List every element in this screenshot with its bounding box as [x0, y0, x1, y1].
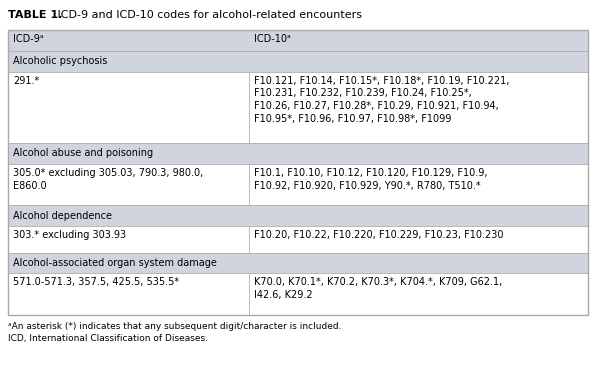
Text: F10.1, F10.10, F10.12, F10.120, F10.129, F10.9,
F10.92, F10.920, F10.929, Y90.*,: F10.1, F10.10, F10.12, F10.120, F10.129,… — [254, 168, 487, 191]
Bar — [8, 164, 249, 205]
Bar — [8, 274, 249, 315]
Bar — [8, 205, 588, 226]
Text: TABLE 1.: TABLE 1. — [8, 10, 63, 20]
Bar — [249, 71, 588, 143]
Bar — [8, 71, 249, 143]
Bar — [8, 253, 588, 274]
Text: Alcohol abuse and poisoning: Alcohol abuse and poisoning — [13, 149, 153, 158]
Text: ICD-9 and ICD-10 codes for alcohol-related encounters: ICD-9 and ICD-10 codes for alcohol-relat… — [54, 10, 362, 20]
Text: 303.* excluding 303.93: 303.* excluding 303.93 — [13, 230, 126, 240]
Text: 305.0* excluding 305.03, 790.3, 980.0,
E860.0: 305.0* excluding 305.03, 790.3, 980.0, E… — [13, 168, 203, 191]
Text: ICD-9ᵃ: ICD-9ᵃ — [13, 34, 44, 44]
Bar — [8, 226, 249, 253]
Bar — [8, 30, 588, 51]
Text: Alcoholic psychosis: Alcoholic psychosis — [13, 56, 107, 66]
Bar — [249, 164, 588, 205]
Text: ICD-10ᵃ: ICD-10ᵃ — [254, 34, 290, 44]
Bar — [249, 226, 588, 253]
Text: F10.121, F10.14, F10.15*, F10.18*, F10.19, F10.221,
F10.231, F10.232, F10.239, F: F10.121, F10.14, F10.15*, F10.18*, F10.1… — [254, 76, 509, 124]
Text: Alcohol dependence: Alcohol dependence — [13, 211, 112, 221]
Bar — [249, 274, 588, 315]
Text: ᵃAn asterisk (*) indicates that any subsequent digit/character is included.: ᵃAn asterisk (*) indicates that any subs… — [8, 322, 342, 331]
Bar — [8, 143, 588, 164]
Text: F10.20, F10.22, F10.220, F10.229, F10.23, F10.230: F10.20, F10.22, F10.220, F10.229, F10.23… — [254, 230, 503, 240]
Text: 291.*: 291.* — [13, 76, 39, 86]
Text: Alcohol-associated organ system damage: Alcohol-associated organ system damage — [13, 258, 217, 268]
Bar — [8, 30, 588, 315]
Text: ICD, International Classification of Diseases.: ICD, International Classification of Dis… — [8, 334, 208, 343]
Bar — [8, 51, 588, 71]
Text: 571.0-571.3, 357.5, 425.5, 535.5*: 571.0-571.3, 357.5, 425.5, 535.5* — [13, 277, 179, 287]
Text: K70.0, K70.1*, K70.2, K70.3*, K704.*, K709, G62.1,
I42.6, K29.2: K70.0, K70.1*, K70.2, K70.3*, K704.*, K7… — [254, 277, 502, 300]
